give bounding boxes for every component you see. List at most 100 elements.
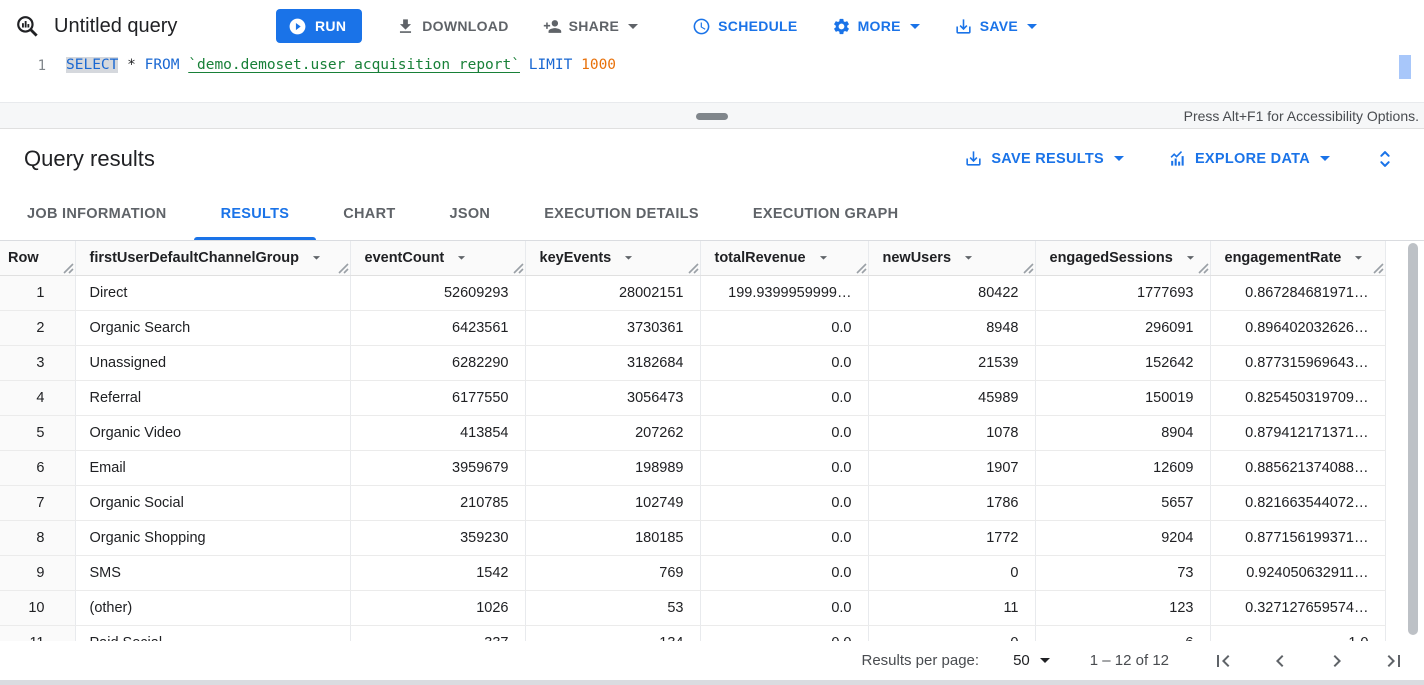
column-header-engagementRate[interactable]: engagementRate: [1210, 241, 1386, 276]
sql-editor[interactable]: 1 SELECT * FROM `demo.demoset.user_acqui…: [0, 52, 1424, 102]
table-body: 1 Direct 52609293 28002151 199.9399959999… 80…: [0, 275, 1386, 641]
run-button[interactable]: RUN: [276, 9, 363, 43]
accessibility-hint: Press Alt+F1 for Accessibility Options.: [1183, 107, 1419, 124]
sort-caret-icon[interactable]: [453, 249, 470, 266]
table-cell: 0.327127659574…: [1210, 590, 1386, 626]
column-resize-handle[interactable]: [855, 262, 867, 274]
sort-caret-icon[interactable]: [620, 249, 637, 266]
column-header-engagedSessions[interactable]: engagedSessions: [1035, 241, 1211, 276]
table-cell: 0.0: [700, 380, 869, 416]
sql-table-reference[interactable]: `demo.demoset.user_acquisition_report`: [188, 57, 520, 73]
page-range-label: 1 – 12 of 12: [1089, 652, 1169, 669]
sort-caret-icon[interactable]: [815, 249, 832, 266]
table-cell: 1078: [868, 415, 1036, 451]
save-button[interactable]: SAVE: [954, 17, 1038, 36]
table-cell: 337: [350, 625, 526, 641]
line-number: 1: [37, 58, 46, 74]
chevron-down-icon: [1027, 23, 1038, 29]
table-cell: 1.0: [1210, 625, 1386, 641]
column-resize-handle[interactable]: [1372, 262, 1384, 274]
sort-caret-icon[interactable]: [1350, 249, 1367, 266]
table-cell: 45989: [868, 380, 1036, 416]
previous-page-button[interactable]: [1268, 649, 1292, 673]
next-page-button[interactable]: [1325, 649, 1349, 673]
column-resize-handle[interactable]: [62, 262, 74, 274]
table-vertical-scrollbar[interactable]: [1408, 243, 1418, 635]
expand-collapse-icon[interactable]: [1374, 148, 1396, 170]
table-cell: 8904: [1035, 415, 1211, 451]
column-header-newUsers[interactable]: newUsers: [868, 241, 1036, 276]
sql-limit-keyword: LIMIT: [528, 57, 573, 73]
page-size-select[interactable]: 50: [1013, 652, 1050, 669]
table-row: 2 Organic Search 6423561 3730361 0.0 8948 2960…: [0, 310, 1386, 346]
table-cell: 80422: [868, 275, 1036, 311]
query-results-header: Query results SAVE RESULTS EXPLORE DATA: [0, 129, 1424, 188]
column-resize-handle[interactable]: [1197, 262, 1209, 274]
column-resize-handle[interactable]: [1022, 262, 1034, 274]
table-cell: 0.867284681971…: [1210, 275, 1386, 311]
table-cell: 53: [525, 590, 701, 626]
query-toolbar: Untitled query RUN DOWNLOAD SHARE SCHEDU…: [0, 0, 1424, 52]
save-results-button[interactable]: SAVE RESULTS: [964, 149, 1124, 168]
table-cell: Direct: [75, 275, 351, 311]
sort-caret-icon[interactable]: [960, 249, 977, 266]
explore-data-button[interactable]: EXPLORE DATA: [1168, 149, 1330, 168]
tab-results[interactable]: RESULTS: [193, 188, 317, 240]
editor-scrollbar-thumb[interactable]: [1399, 55, 1411, 79]
table-cell: 3056473: [525, 380, 701, 416]
download-button[interactable]: DOWNLOAD: [396, 17, 508, 36]
sql-line[interactable]: SELECT * FROM `demo.demoset.user_acquisi…: [66, 57, 616, 73]
table-cell: 0.0: [700, 485, 869, 521]
tab-chart[interactable]: CHART: [343, 206, 396, 222]
table-cell: Paid Social: [75, 625, 351, 641]
chevron-down-icon: [1113, 156, 1124, 161]
column-header-eventCount[interactable]: eventCount: [350, 241, 526, 276]
column-resize-handle[interactable]: [512, 262, 524, 274]
tab-job-information[interactable]: JOB INFORMATION: [27, 206, 167, 222]
sql-star: *: [118, 57, 145, 73]
column-resize-handle[interactable]: [687, 262, 699, 274]
chevron-down-icon: [1039, 658, 1050, 663]
table-cell: 0.879412171371…: [1210, 415, 1386, 451]
share-button[interactable]: SHARE: [543, 17, 639, 36]
table-cell: 1907: [868, 450, 1036, 486]
table-cell: 296091: [1035, 310, 1211, 346]
tab-json[interactable]: JSON: [449, 206, 491, 222]
results-table: Row firstUserDefaultChannelGroup eventCoun…: [0, 241, 1386, 641]
table-cell: Organic Shopping: [75, 520, 351, 556]
table-cell: 0.0: [700, 625, 869, 641]
more-button[interactable]: MORE: [832, 17, 920, 36]
first-page-button[interactable]: [1211, 649, 1235, 673]
table-row: 5 Organic Video 413854 207262 0.0 1078 8904 0.8…: [0, 415, 1386, 451]
sort-caret-icon[interactable]: [1182, 249, 1199, 266]
results-per-page-label: Results per page:: [861, 652, 980, 669]
tab-execution-details[interactable]: EXECUTION DETAILS: [544, 206, 699, 222]
tab-execution-graph[interactable]: EXECUTION GRAPH: [752, 206, 899, 222]
table-cell: 11: [868, 590, 1036, 626]
table-cell: 73: [1035, 555, 1211, 591]
column-header-totalRevenue[interactable]: totalRevenue: [700, 241, 869, 276]
sql-limit-value: 1000: [581, 57, 617, 73]
column-header-Row: Row: [0, 241, 76, 276]
sort-caret-icon[interactable]: [308, 249, 325, 266]
table-cell: 0.0: [700, 310, 869, 346]
table-cell: 6: [1035, 625, 1211, 641]
last-page-button[interactable]: [1382, 649, 1406, 673]
sql-from-keyword: FROM: [144, 57, 180, 73]
query-title[interactable]: Untitled query: [54, 14, 178, 37]
column-resize-handle[interactable]: [337, 262, 349, 274]
table-cell: 134: [525, 625, 701, 641]
table-cell: 3182684: [525, 345, 701, 381]
row-number-cell: 2: [0, 310, 76, 346]
table-cell: SMS: [75, 555, 351, 591]
table-cell: 0.877315969643…: [1210, 345, 1386, 381]
column-header-keyEvents[interactable]: keyEvents: [525, 241, 701, 276]
column-header-firstUserDefaultChannelGroup[interactable]: firstUserDefaultChannelGroup: [75, 241, 351, 276]
row-number-cell: 1: [0, 275, 76, 311]
table-cell: 0.0: [700, 450, 869, 486]
splitter-drag-handle[interactable]: [696, 113, 728, 120]
chart-icon: [1170, 151, 1184, 166]
gear-icon: [833, 18, 849, 34]
schedule-button[interactable]: SCHEDULE: [692, 17, 797, 36]
table-cell: 123: [1035, 590, 1211, 626]
